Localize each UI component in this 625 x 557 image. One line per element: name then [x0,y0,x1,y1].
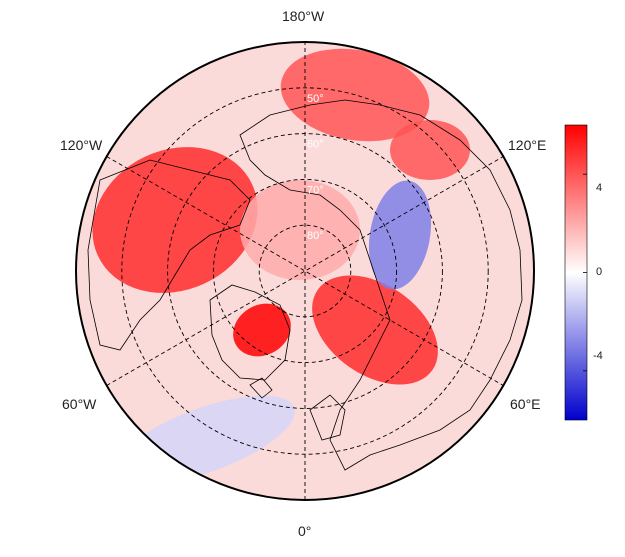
coastline [87,159,251,351]
longitude-label-bottom: 0° [298,523,312,539]
longitude-label-upper-right: 120°E [508,137,547,153]
colorbar-tick-label: 0 [596,266,603,278]
anomaly-region [240,180,360,280]
meridian-line [106,156,504,386]
anomaly-field [76,42,534,500]
coastline [239,99,523,471]
latitude-circle [212,178,398,364]
latitude-label: 60° [307,139,324,151]
coastline [249,377,273,399]
colorbar-tick-label: 4 [596,182,603,194]
latitude-label: 70° [307,184,324,196]
meridian-line [106,156,504,386]
longitude-label-upper-left: 120°W [60,137,103,153]
longitude-label-lower-left: 60°W [62,396,97,412]
longitude-label-top: 180°W [282,8,325,24]
colorbar-tick-label: -4 [593,350,603,362]
map-border [75,41,535,501]
coastline [309,394,346,441]
anomaly-region [233,303,291,357]
latitude-label: 50° [307,93,324,105]
anomaly-region [368,180,432,290]
longitude-label-lower-right: 60°E [510,396,541,412]
latitude-label: 80° [307,230,324,242]
anomaly-region [92,147,258,293]
anomaly-region [390,120,470,180]
